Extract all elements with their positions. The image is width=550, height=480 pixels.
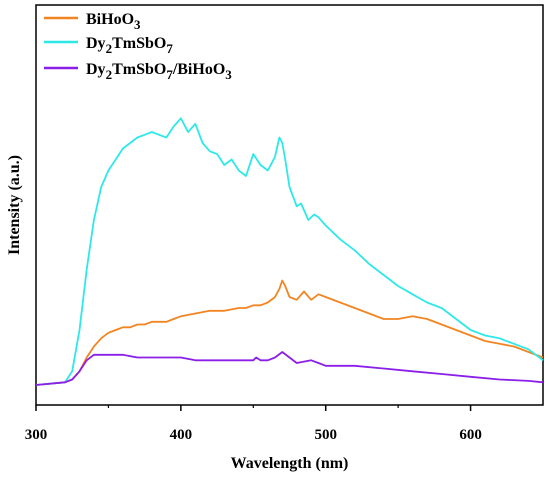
- x-axis-label: Wavelength (nm): [231, 455, 349, 472]
- y-axis-label: Intensity (a.u.): [6, 155, 23, 255]
- legend-label-3: Dy2TmSbO7/BiHoO3: [86, 61, 232, 82]
- x-tick-label: 400: [170, 427, 193, 443]
- x-tick-label: 600: [459, 427, 482, 443]
- plot-frame: [35, 4, 544, 406]
- x-tick-label: 300: [25, 427, 48, 443]
- x-tick-label: 500: [314, 427, 337, 443]
- legend-label-2: Dy2TmSbO7: [86, 35, 173, 56]
- x-axis-ticks: 300 400 500 600: [25, 405, 482, 443]
- plot-border: [35, 4, 544, 406]
- series-line-1: [35, 279, 544, 386]
- series-line-2: [35, 117, 544, 386]
- series-line-3: [35, 351, 544, 386]
- series-layer: [35, 117, 544, 386]
- legend: BiHoO3 Dy2TmSbO7 Dy2TmSbO7/BiHoO3: [44, 11, 232, 82]
- legend-label-1: BiHoO3: [86, 11, 141, 32]
